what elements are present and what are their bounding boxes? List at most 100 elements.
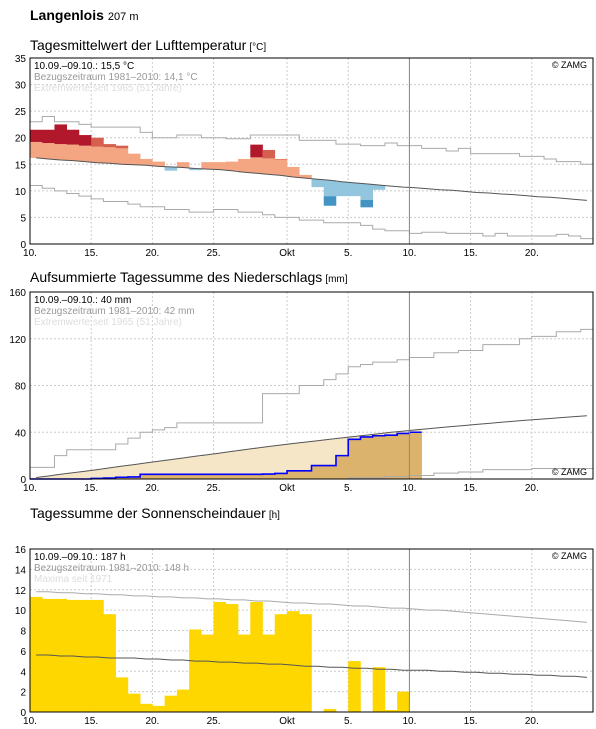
- sunshine-bars: [30, 596, 410, 712]
- y-tick-label: 0: [20, 240, 26, 251]
- precip-observed-bar: [250, 474, 263, 479]
- y-tick-label: 6: [20, 647, 26, 658]
- precip-deficit-band: [115, 466, 129, 478]
- sunshine-bar: [103, 614, 116, 712]
- y-tick-label: 80: [15, 382, 27, 393]
- precip-deficit-band: [164, 459, 178, 475]
- x-tick-label: Okt: [279, 248, 295, 259]
- chart-title-precipitation: Aufsummierte Tagessumme des Niederschlag…: [30, 269, 348, 285]
- precip-observed-bar: [274, 473, 288, 479]
- sunshine-bar: [213, 601, 227, 712]
- temperature-bar: [127, 153, 141, 165]
- temperature-bar: [323, 196, 337, 206]
- temperature-bar: [299, 174, 312, 179]
- precipitation-unit: [mm]: [325, 274, 348, 285]
- precip-observed-bar: [372, 435, 386, 479]
- chart-title-sunshine: Tagessumme der Sonnenscheindauer [h]: [30, 505, 280, 521]
- x-tick-label: 5.: [344, 716, 352, 727]
- sunshine-bar: [115, 677, 129, 712]
- x-tick-label: 15.: [464, 248, 478, 259]
- precip-deficit-band: [66, 472, 80, 479]
- temperature-bar: [238, 158, 251, 173]
- legend-line: 10.09.–09.10.: 15,5 °C: [34, 61, 134, 72]
- precip-observed-bar: [115, 477, 129, 479]
- temperature-bar: [42, 129, 55, 144]
- y-tick-label: 14: [15, 565, 27, 576]
- x-tick-label: 15.: [464, 716, 478, 727]
- temperature-bar: [274, 158, 288, 160]
- temperature-bar-base: [91, 146, 104, 163]
- credit-label: © ZAMG: [552, 467, 587, 477]
- temperature-bar-base: [42, 143, 55, 159]
- normal-line: [36, 654, 587, 678]
- precip-deficit-band: [372, 433, 386, 436]
- precip-observed-bar: [348, 439, 361, 479]
- y-tick-label: 40: [15, 428, 27, 439]
- temperature-bar: [348, 182, 361, 197]
- sunshine-bar: [54, 598, 68, 712]
- sunshine-bar: [372, 667, 386, 712]
- precip-deficit-band: [360, 435, 373, 437]
- temperature-title: Tagesmittelwert der Lufttemperatur: [30, 37, 247, 53]
- temperature-bar: [335, 181, 349, 197]
- precip-observed-bar: [384, 435, 398, 479]
- precip-deficit-band: [78, 471, 92, 479]
- temperature-bar-base: [360, 183, 373, 200]
- temperature-bar: [176, 162, 190, 168]
- x-tick-label: 5.: [344, 483, 352, 494]
- x-tick-label: 10.: [402, 248, 416, 259]
- precip-deficit-band: [213, 453, 227, 475]
- y-tick-label: 25: [15, 107, 27, 118]
- x-tick-label: 20.: [525, 716, 539, 727]
- precip-observed-bar: [238, 474, 251, 479]
- y-tick-label: 8: [20, 627, 26, 638]
- sunshine-bar: [384, 709, 398, 712]
- precip-observed-bar: [127, 476, 141, 479]
- sunshine-bar: [201, 634, 214, 712]
- station-name: Langenlois: [30, 7, 104, 23]
- sunshine-bar: [189, 629, 202, 712]
- observed-cumulative-line: [30, 431, 422, 480]
- y-tick-label: 10: [15, 187, 27, 198]
- x-tick-label: 10.: [23, 716, 37, 727]
- x-tick-label: 20.: [145, 716, 159, 727]
- station-header: Langenlois 207 m: [30, 7, 138, 23]
- precip-deficit-band: [250, 448, 263, 475]
- precip-deficit-band: [189, 456, 202, 475]
- temperature-unit: [°C]: [249, 42, 267, 53]
- sunshine-bar: [140, 703, 153, 712]
- x-tick-label: 15.: [464, 483, 478, 494]
- temperature-bar-base: [262, 158, 276, 175]
- precip-observed-bar: [299, 470, 312, 479]
- legend-line: Extremwerte seit 1965 (51 Jahre): [34, 83, 182, 94]
- precip-observed-bar: [176, 474, 190, 479]
- station-elevation: 207 m: [107, 11, 139, 23]
- x-tick-label: 20.: [525, 483, 539, 494]
- y-tick-label: 160: [9, 288, 26, 299]
- legend-line: Bezugszeitraum 1981–2010: 148 h: [34, 563, 189, 574]
- credit-label: © ZAMG: [552, 60, 587, 70]
- precip-observed-bar: [311, 465, 325, 479]
- y-tick-label: 15: [15, 160, 27, 171]
- chart-title-temperature: Tagesmittelwert der Lufttemperatur [°C]: [30, 37, 266, 53]
- extreme-max-line: [30, 115, 593, 165]
- x-tick-label: 15.: [84, 716, 98, 727]
- x-tick-label: 20.: [525, 248, 539, 259]
- precip-deficit-band: [42, 475, 55, 479]
- precip-deficit-band: [409, 429, 422, 433]
- temperature-bar-base: [323, 180, 337, 197]
- precip-deficit-band: [311, 440, 325, 466]
- precip-observed-bar: [262, 474, 276, 479]
- precip-observed-bar: [323, 465, 337, 479]
- y-tick-label: 4: [20, 667, 26, 678]
- precip-deficit-band: [54, 474, 68, 479]
- precip-deficit-band: [262, 446, 276, 475]
- y-tick-label: 120: [9, 335, 26, 346]
- x-tick-label: Okt: [279, 716, 295, 727]
- sunshine-bar: [397, 691, 410, 712]
- normal-line: [36, 157, 587, 201]
- precip-deficit-band: [335, 437, 349, 456]
- precip-deficit-band: [152, 461, 165, 475]
- credit-label: © ZAMG: [552, 551, 587, 561]
- precip-observed-bar: [189, 474, 202, 479]
